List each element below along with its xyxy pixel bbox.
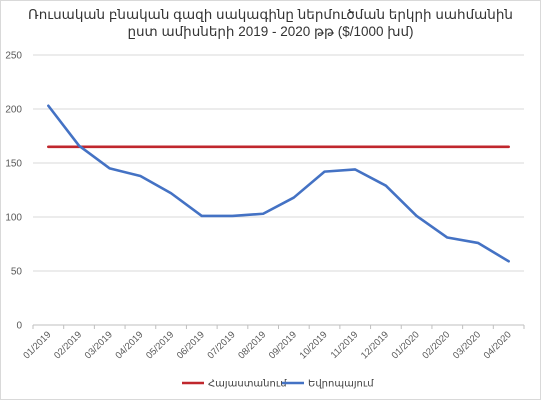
y-tick-label: 250 [5, 51, 22, 62]
x-tick-label: 01/2019 [21, 329, 53, 361]
chart-title: Ռուսական բնական գազի սակագինը ներմուծման… [0, 6, 541, 40]
x-tick-label: 08/2019 [236, 329, 268, 361]
x-tick-label: 02/2019 [52, 329, 84, 361]
series-line-2 [47, 104, 510, 263]
x-tick-label: 03/2020 [451, 329, 483, 361]
chart-title-line: Ռուսական բնական գազի սակագինը ներմուծման… [28, 7, 513, 22]
x-tick-label: 11/2019 [329, 329, 361, 361]
x-tick-label: 03/2019 [83, 329, 115, 361]
y-tick-label: 200 [5, 105, 22, 116]
y-tick-label: 100 [5, 213, 22, 224]
y-tick-label: 0 [16, 321, 22, 332]
x-tick-label: 10/2019 [298, 329, 330, 361]
x-tick-label: 01/2020 [390, 329, 422, 361]
legend-label-2: Եվրոպայում [308, 379, 374, 390]
x-tick-label: 05/2019 [144, 329, 176, 361]
y-tick-label: 50 [11, 267, 23, 278]
x-tick-label: 06/2019 [175, 329, 207, 361]
x-tick-label: 04/2020 [482, 329, 514, 361]
chart-subtitle: ըստ ամիսների 2019 - 2020 թթ ($/1000 խմ) [127, 24, 414, 39]
y-tick-label: 150 [5, 159, 22, 170]
x-tick-label: 02/2020 [420, 329, 452, 361]
legend-label-1: Հայաստանում [208, 379, 287, 390]
x-tick-label: 09/2019 [267, 329, 299, 361]
x-tick-label: 12/2019 [359, 329, 391, 361]
x-tick-label: 07/2019 [206, 329, 238, 361]
x-tick-label: 04/2019 [113, 329, 145, 361]
